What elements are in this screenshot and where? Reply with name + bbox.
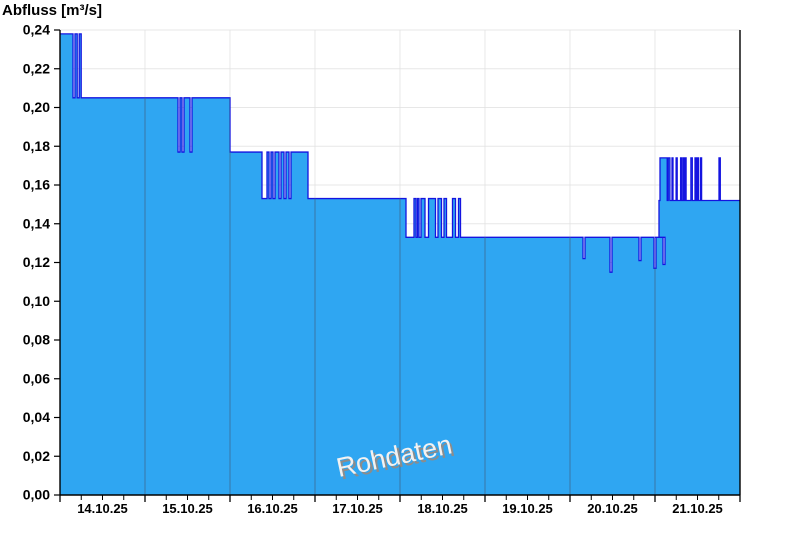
svg-text:20.10.25: 20.10.25	[587, 501, 638, 516]
svg-text:0,24: 0,24	[23, 22, 50, 38]
svg-text:18.10.25: 18.10.25	[417, 501, 468, 516]
svg-text:0,22: 0,22	[23, 60, 50, 76]
svg-text:17.10.25: 17.10.25	[332, 501, 383, 516]
svg-text:0,10: 0,10	[23, 293, 50, 309]
svg-text:19.10.25: 19.10.25	[502, 501, 553, 516]
svg-text:0,12: 0,12	[23, 254, 50, 270]
svg-text:0,04: 0,04	[23, 409, 50, 425]
svg-text:0,06: 0,06	[23, 370, 50, 386]
svg-text:16.10.25: 16.10.25	[247, 501, 298, 516]
svg-text:15.10.25: 15.10.25	[162, 501, 213, 516]
svg-text:14.10.25: 14.10.25	[77, 501, 128, 516]
svg-text:0,08: 0,08	[23, 332, 50, 348]
svg-text:0,16: 0,16	[23, 177, 50, 193]
svg-text:0,18: 0,18	[23, 138, 50, 154]
svg-text:0,00: 0,00	[23, 487, 50, 503]
svg-text:0,02: 0,02	[23, 448, 50, 464]
svg-text:21.10.25: 21.10.25	[672, 501, 723, 516]
svg-text:0,14: 0,14	[23, 215, 50, 231]
svg-text:0,20: 0,20	[23, 99, 50, 115]
